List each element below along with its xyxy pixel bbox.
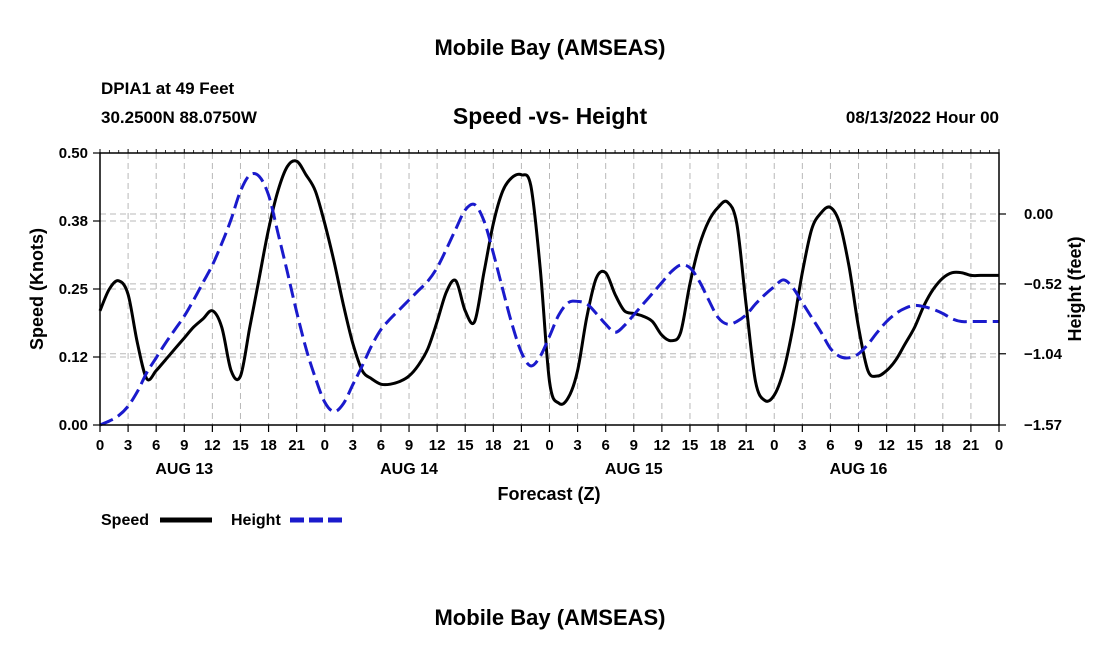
- x-tick-label: 9: [180, 437, 188, 454]
- x-tick-label: 12: [204, 437, 221, 454]
- x-tick-label: 15: [682, 437, 699, 454]
- x-tick-label: 21: [738, 437, 755, 454]
- x-tick-label: 0: [995, 437, 1003, 454]
- y-tick-label: 0.38: [59, 213, 88, 230]
- x-tick-label: 3: [124, 437, 132, 454]
- footer-title: Mobile Bay (AMSEAS): [434, 605, 665, 630]
- x-tick-label: 12: [654, 437, 671, 454]
- plot-frame: [99, 152, 1000, 426]
- series-layer: [98, 159, 999, 427]
- x-tick-label: 3: [573, 437, 581, 454]
- x-tick-label: 0: [321, 437, 329, 454]
- station-label: DPIA1 at 49 Feet: [101, 79, 235, 98]
- day-label: AUG 13: [155, 461, 213, 478]
- x-tick-label: 0: [545, 437, 553, 454]
- x-tick-label: 9: [630, 437, 638, 454]
- x-tick-label: 6: [602, 437, 610, 454]
- y2-tick-label: −0.52: [1024, 276, 1062, 293]
- x-tick-label: 21: [513, 437, 530, 454]
- x-tick-label: 18: [260, 437, 277, 454]
- x-tick-label: 18: [934, 437, 951, 454]
- y-axis-title: Speed (Knots): [27, 228, 47, 350]
- day-label: AUG 15: [605, 461, 663, 478]
- chart-subtitle: Speed -vs- Height: [453, 103, 648, 129]
- day-label: AUG 16: [830, 461, 888, 478]
- y-tick-label: 0.25: [59, 281, 88, 298]
- x-tick-label: 6: [826, 437, 834, 454]
- x-axis-title: Forecast (Z): [497, 484, 600, 504]
- forecast-datetime: 08/13/2022 Hour 00: [846, 108, 999, 127]
- y-tick-label: 0.12: [59, 349, 88, 366]
- x-tick-label: 15: [906, 437, 923, 454]
- x-tick-label: 0: [96, 437, 104, 454]
- x-tick-label: 12: [878, 437, 895, 454]
- x-tick-label: 6: [152, 437, 160, 454]
- legend: Speed Height: [101, 512, 342, 529]
- x-tick-label: 15: [232, 437, 249, 454]
- x-tick-label: 21: [288, 437, 305, 454]
- x-tick-label: 3: [798, 437, 806, 454]
- y2-axis-title: Height (feet): [1065, 237, 1085, 342]
- x-tick-label: 12: [429, 437, 446, 454]
- legend-speed-label: Speed: [101, 512, 149, 529]
- y2-tick-label: −1.57: [1024, 417, 1062, 434]
- day-label: AUG 14: [380, 461, 438, 478]
- x-tick-label: 15: [457, 437, 474, 454]
- x-tick-label: 18: [710, 437, 727, 454]
- main-title: Mobile Bay (AMSEAS): [434, 35, 665, 60]
- tick-labels: 0 3 6 9 12 15 18 21 0 3 6 9 12 15 18 21 0 3 6 9 12 15 18 21 0 3 6 9…: [59, 145, 1063, 478]
- legend-height-label: Height: [231, 512, 281, 529]
- y-tick-label: 0.00: [59, 417, 88, 434]
- x-tick-label: 18: [485, 437, 502, 454]
- x-tick-label: 9: [405, 437, 413, 454]
- series-line-height: [99, 171, 999, 427]
- coordinates-label: 30.2500N 88.0750W: [101, 108, 258, 127]
- series-line-speed: [98, 159, 999, 406]
- x-tick-label: 6: [377, 437, 385, 454]
- y2-tick-label: 0.00: [1024, 206, 1053, 223]
- x-tick-label: 0: [770, 437, 778, 454]
- x-tick-label: 9: [854, 437, 862, 454]
- y-tick-label: 0.50: [59, 145, 88, 162]
- x-tick-label: 21: [963, 437, 980, 454]
- y2-tick-label: −1.04: [1024, 346, 1063, 363]
- x-tick-label: 3: [349, 437, 357, 454]
